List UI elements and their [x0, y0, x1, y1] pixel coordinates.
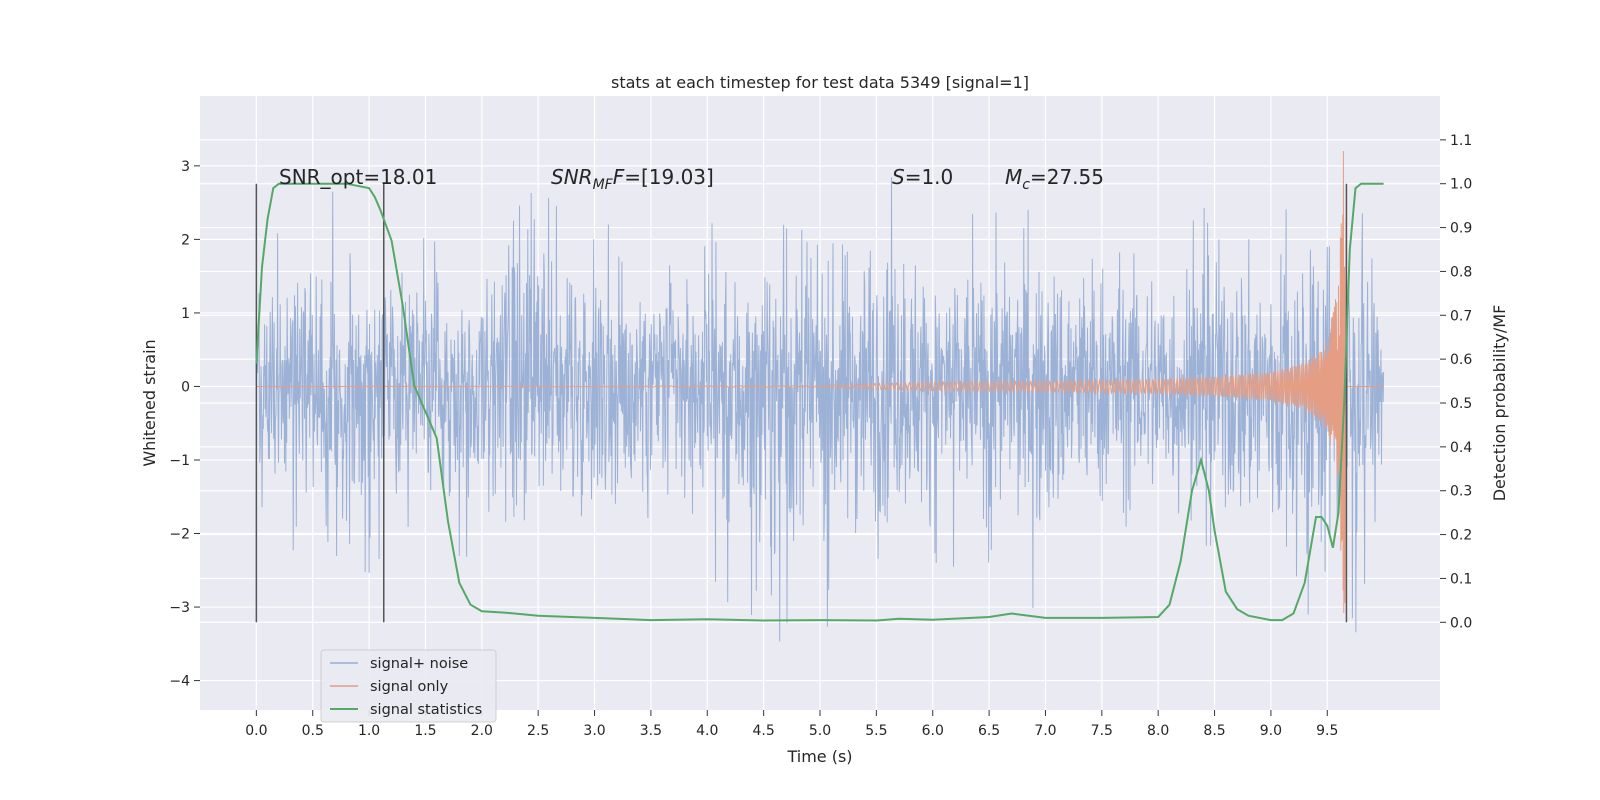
- x-tick-label: 7.5: [1091, 723, 1113, 739]
- y-axis-ticks: 3 2 1 0 −1 −2 −3 −4: [169, 159, 200, 690]
- x-tick-label: 0.5: [302, 723, 324, 739]
- legend-box: [320, 649, 497, 723]
- y-axis-label: Whitened strain: [140, 339, 159, 466]
- x-tick-label: 5.0: [809, 723, 831, 739]
- x-tick-label: 0.0: [245, 723, 267, 739]
- y-tick-label: −1: [169, 453, 190, 469]
- annotations: SNR_opt=18.01 SNRMFF=[19.03] S=1.0 Mc=27…: [279, 165, 1104, 193]
- legend-label-noise: signal+ noise: [370, 656, 468, 672]
- x-tick-label: 2.0: [471, 723, 493, 739]
- x-tick-label: 7.0: [1034, 723, 1056, 739]
- plot-area: [255, 150, 1385, 642]
- x-tick-label: 3.0: [583, 723, 605, 739]
- annotation-mc: Mc=27.55: [1005, 165, 1104, 193]
- annotation-mc-main: M: [1005, 165, 1022, 189]
- annotation-snr-mf-value: =[19.03]: [624, 165, 714, 189]
- y-tick-label: 1: [181, 306, 190, 322]
- series-signal-only: [256, 150, 1384, 614]
- annotation-snr-mf-main: SNR: [551, 165, 593, 189]
- series-signal-statistics: [255, 182, 1384, 622]
- y-tick-label: 0: [181, 379, 190, 395]
- y2-tick-label: 0.2: [1450, 528, 1472, 544]
- y-tick-label: −2: [169, 527, 190, 543]
- x-tick-label: 2.5: [527, 723, 549, 739]
- x-tick-label: 5.5: [865, 723, 887, 739]
- x-tick-label: 3.5: [640, 723, 662, 739]
- y2-tick-label: 0.8: [1450, 264, 1472, 280]
- y2-tick-label: 0.4: [1450, 440, 1472, 456]
- y-tick-label: 3: [181, 159, 190, 175]
- y2-tick-label: 0.6: [1450, 352, 1472, 368]
- x-tick-label: 1.0: [358, 723, 380, 739]
- annotation-s: S=1.0: [892, 165, 953, 189]
- y2-tick-label: 1.1: [1450, 133, 1472, 149]
- legend-label-stats: signal statistics: [370, 702, 482, 718]
- x-tick-label: 8.0: [1147, 723, 1169, 739]
- x-tick-label: 4.5: [753, 723, 775, 739]
- x-tick-label: 9.5: [1316, 723, 1338, 739]
- chart-title: stats at each timestep for test data 534…: [611, 73, 1029, 92]
- vertical-markers: [255, 183, 1348, 623]
- x-tick-label: 1.5: [414, 723, 436, 739]
- y2-tick-label: 0.3: [1450, 484, 1472, 500]
- annotation-snr-mf-sub: MF: [593, 177, 614, 193]
- y-tick-label: −3: [169, 600, 190, 616]
- x-tick-label: 4.0: [696, 723, 718, 739]
- annotation-snr-mf-f: F: [613, 165, 625, 189]
- y2-tick-label: 0.9: [1450, 221, 1472, 237]
- annotation-snr-mf: SNRMFF=[19.03]: [551, 165, 714, 193]
- x-axis-label: Time (s): [786, 747, 852, 766]
- x-tick-label: 6.5: [978, 723, 1000, 739]
- y2-tick-label: 0.0: [1450, 615, 1472, 631]
- y-tick-label: 2: [181, 232, 190, 248]
- x-axis-ticks: 0.0 0.5 1.0 1.5 2.0 2.5 3.0 3.5 4.0 4.5 5.0 5.5 6.0 6…: [245, 710, 1338, 739]
- y2-axis-label: Detection probability/MF: [1490, 305, 1509, 502]
- y2-tick-label: 0.5: [1450, 396, 1472, 412]
- annotation-snr-opt: SNR_opt=18.01: [279, 165, 437, 189]
- annotation-mc-value: =27.55: [1030, 165, 1104, 189]
- annotation-mc-sub: c: [1022, 177, 1030, 193]
- y-tick-label: −4: [169, 674, 190, 690]
- y2-tick-label: 0.7: [1450, 308, 1472, 324]
- x-tick-label: 9.0: [1260, 723, 1282, 739]
- annotation-s-main: S: [892, 165, 905, 189]
- y2-axis-ticks: 1.1 1.0 0.9 0.8 0.7 0.6 0.5 0.4 0.3 0.2 0.1 0.0: [1440, 133, 1472, 631]
- legend: signal+ noise signal only signal statist…: [320, 649, 497, 723]
- annotation-s-value: =1.0: [905, 165, 954, 189]
- y2-tick-label: 0.1: [1450, 571, 1472, 587]
- x-tick-label: 6.0: [922, 723, 944, 739]
- y2-tick-label: 1.0: [1450, 177, 1472, 193]
- legend-label-signal: signal only: [370, 679, 449, 695]
- x-tick-label: 8.5: [1203, 723, 1225, 739]
